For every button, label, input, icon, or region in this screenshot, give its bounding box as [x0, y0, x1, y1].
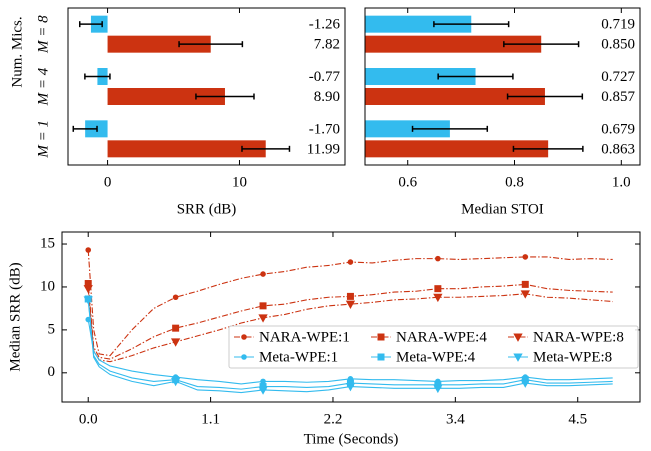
- bar: [365, 140, 549, 158]
- marker: [170, 338, 181, 347]
- marker: [258, 314, 268, 323]
- x-tick-label: 1.1: [201, 411, 220, 427]
- x-tick-label: 3.4: [446, 411, 465, 427]
- marker: [433, 384, 443, 394]
- marker: [85, 247, 92, 253]
- x-tick-label: 0.8: [505, 174, 524, 190]
- x-tick-label: 0.0: [79, 411, 98, 427]
- marker: [172, 324, 180, 332]
- value-label: 7.82: [314, 37, 340, 53]
- value-label: 0.719: [601, 17, 635, 33]
- axes-frame: [61, 231, 641, 403]
- bar: [365, 35, 542, 53]
- legend-marker: [241, 334, 247, 340]
- y-tick-label: M = 8: [35, 15, 51, 54]
- marker: [346, 292, 354, 300]
- bar: [365, 120, 450, 138]
- legend-marker: [377, 333, 385, 341]
- marker: [520, 290, 530, 299]
- bar: [365, 88, 545, 105]
- legend-marker: [241, 354, 247, 360]
- marker: [260, 271, 266, 277]
- bar: [107, 88, 225, 105]
- value-label: 0.857: [601, 89, 635, 105]
- y-tick-label: 5: [48, 321, 56, 337]
- value-label: -0.77: [309, 69, 341, 85]
- bar: [365, 15, 472, 33]
- bar: [107, 140, 266, 158]
- x-axis-label: Median STOI: [461, 201, 544, 217]
- value-label: -1.70: [309, 121, 340, 137]
- legend-marker: [513, 353, 523, 362]
- line: [87, 319, 613, 385]
- marker: [521, 280, 529, 288]
- legend-label: NARA-WPE:4: [396, 329, 487, 345]
- value-label: 11.99: [307, 141, 340, 157]
- legend-marker: [377, 353, 385, 361]
- marker: [83, 285, 93, 294]
- line: [87, 299, 613, 394]
- line: [87, 298, 613, 390]
- bar: [107, 35, 211, 53]
- marker: [434, 285, 442, 293]
- axes-frame: [67, 7, 346, 166]
- bar: [365, 68, 476, 85]
- marker: [435, 255, 441, 262]
- marker: [522, 254, 529, 260]
- marker: [172, 294, 179, 301]
- value-label: 0.850: [601, 37, 635, 53]
- line: [87, 249, 613, 357]
- y-axis-label: Median SRR (dB): [7, 262, 23, 371]
- x-axis-label: Time (Seconds): [304, 431, 399, 447]
- value-label: 0.727: [601, 69, 635, 85]
- legend-box: [228, 325, 639, 369]
- x-tick-label: 1.0: [612, 174, 631, 190]
- y-tick-label: M = 1: [35, 120, 51, 159]
- x-tick-label: 10: [232, 174, 247, 190]
- marker: [170, 377, 181, 387]
- axes-frame: [364, 7, 641, 166]
- marker: [259, 302, 267, 310]
- marker: [520, 379, 530, 388]
- legend-label: Meta-WPE:1: [259, 349, 338, 365]
- value-label: 0.863: [601, 141, 635, 157]
- legend-label: Meta-WPE:4: [396, 349, 476, 365]
- legend-label: NARA-WPE:1: [259, 329, 350, 345]
- legend-marker: [513, 333, 523, 342]
- line: [87, 283, 613, 360]
- x-tick-label: 0.6: [398, 174, 417, 190]
- marker: [433, 293, 443, 303]
- y-tick-label: M = 4: [35, 67, 51, 106]
- marker: [347, 259, 354, 265]
- y-tick-label: 0: [48, 364, 56, 380]
- legend-label: NARA-WPE:8: [533, 329, 624, 345]
- value-label: -1.26: [309, 17, 341, 33]
- marker: [345, 383, 356, 392]
- legend-label: Meta-WPE:8: [533, 349, 612, 365]
- y-axis-label: Num. Mics.: [9, 16, 25, 87]
- marker: [258, 386, 268, 395]
- x-tick-label: 4.5: [568, 411, 587, 427]
- value-label: 0.679: [601, 121, 635, 137]
- marker: [83, 296, 93, 305]
- value-label: 8.90: [314, 89, 340, 105]
- marker: [345, 300, 356, 309]
- y-tick-label: 15: [40, 235, 55, 251]
- y-tick-label: 10: [40, 278, 55, 294]
- x-tick-label: 2.2: [324, 411, 343, 427]
- x-axis-label: SRR (dB): [177, 201, 237, 217]
- line: [87, 288, 613, 363]
- marker: [260, 378, 266, 385]
- x-tick-label: 0: [104, 174, 112, 190]
